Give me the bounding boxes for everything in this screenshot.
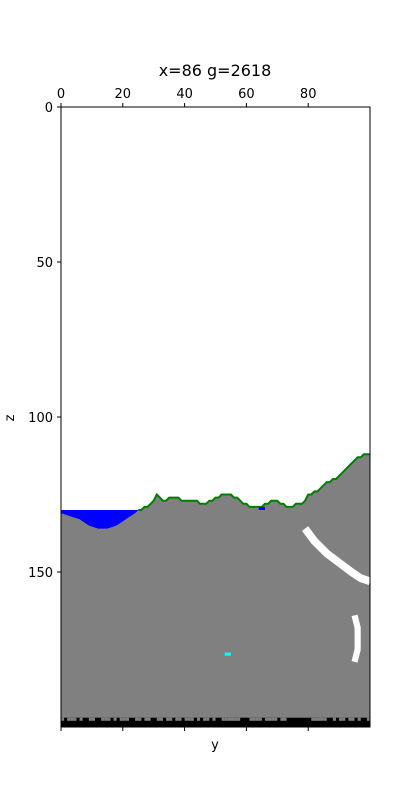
- water-puddle: [258, 506, 265, 510]
- y-tick-label: 0: [45, 101, 53, 116]
- x-axis-top-ticks: 0 20 40 60 80: [57, 87, 317, 107]
- bedrock-gap: [138, 717, 142, 721]
- y-tick-label: 50: [36, 256, 53, 271]
- y-axis-label: z: [3, 414, 18, 421]
- bedrock-gap: [230, 717, 235, 721]
- stone-body: [61, 454, 370, 727]
- chart-title: x=86 g=2618: [159, 61, 272, 80]
- bedrock-gap: [317, 717, 321, 721]
- bedrock-gap: [67, 717, 71, 721]
- bedrock-gap: [79, 717, 83, 721]
- bedrock-gap: [258, 717, 262, 721]
- bedrock-gap: [283, 717, 287, 721]
- bedrock-gap: [169, 717, 173, 721]
- bedrock-gap: [348, 717, 352, 721]
- x-tick-label: 0: [57, 87, 65, 102]
- bedrock-gap: [252, 717, 256, 721]
- x-tick-label: 80: [300, 87, 317, 102]
- terrain-layer: [61, 453, 372, 727]
- bedrock-gap: [101, 717, 105, 721]
- bedrock-gap: [311, 717, 315, 721]
- bedrock-gap: [280, 717, 284, 721]
- bedrock-gap: [73, 717, 77, 721]
- bedrock-gap: [166, 717, 170, 721]
- bedrock-gap: [221, 717, 225, 721]
- water-pool: [61, 510, 139, 529]
- x-tick-label: 20: [115, 87, 132, 102]
- bedrock-gap: [122, 717, 126, 721]
- bedrock-gap: [203, 717, 207, 721]
- bedrock-gap: [357, 717, 361, 721]
- x-axis-label: y: [211, 738, 219, 753]
- bedrock-gap: [264, 717, 269, 721]
- bedrock-gap: [332, 717, 337, 721]
- bedrock-gap: [255, 717, 259, 721]
- bedrock-gap: [274, 717, 278, 721]
- cave-1: [302, 526, 372, 585]
- bedrock-layer: [61, 717, 370, 727]
- x-tick-label: 60: [238, 87, 255, 102]
- y-tick-label: 100: [28, 411, 53, 426]
- diamond-ore: [224, 652, 231, 656]
- x-axis-bottom-ticks: [60, 727, 309, 731]
- bedrock-gap: [237, 717, 241, 721]
- bedrock-gap: [184, 717, 188, 721]
- bedrock-gap: [88, 717, 92, 721]
- y-tick-label: 150: [28, 566, 53, 581]
- bedrock-gap: [125, 717, 129, 721]
- bedrock-gap: [227, 717, 231, 721]
- bedrock-gap: [135, 717, 139, 721]
- bedrock-gap: [314, 717, 318, 721]
- y-axis-ticks: 0 50 100 150: [28, 101, 61, 581]
- bedrock-gap: [351, 717, 355, 721]
- bedrock-gap: [190, 717, 194, 721]
- bedrock-gap: [342, 717, 346, 721]
- bedrock-gap: [156, 717, 160, 721]
- bedrock-gap: [61, 717, 65, 721]
- bedrock-gap: [113, 717, 117, 721]
- grass-surface: [138, 453, 370, 511]
- bedrock-gap: [144, 717, 148, 721]
- plot-area: [60, 106, 372, 728]
- bedrock-gap: [119, 717, 123, 721]
- bedrock-gap: [187, 717, 191, 721]
- cave-2: [351, 614, 361, 663]
- bedrock-gap: [206, 717, 210, 721]
- bedrock-gap: [107, 717, 111, 721]
- bedrock-gap: [271, 717, 275, 721]
- bedrock-gap: [70, 717, 74, 721]
- bedrock-gap: [339, 717, 343, 721]
- x-tick-label: 40: [176, 87, 193, 102]
- bedrock-gap: [159, 717, 163, 721]
- bedrock-gap: [224, 717, 228, 721]
- bedrock-gap: [175, 717, 179, 721]
- bedrock-gap: [196, 717, 201, 721]
- bedrock-gap: [323, 717, 327, 721]
- bedrock-gap: [320, 717, 324, 721]
- bedrock-gap: [268, 717, 272, 721]
- bedrock-gap: [104, 717, 108, 721]
- bedrock-gap: [91, 717, 95, 721]
- bedrock-gap: [147, 717, 151, 721]
- bedrock-gap: [212, 717, 216, 721]
- bedrock-gap: [366, 717, 370, 721]
- bedrock-gap: [249, 717, 253, 721]
- bedrock-gap: [234, 717, 238, 721]
- bedrock-gap: [178, 717, 182, 721]
